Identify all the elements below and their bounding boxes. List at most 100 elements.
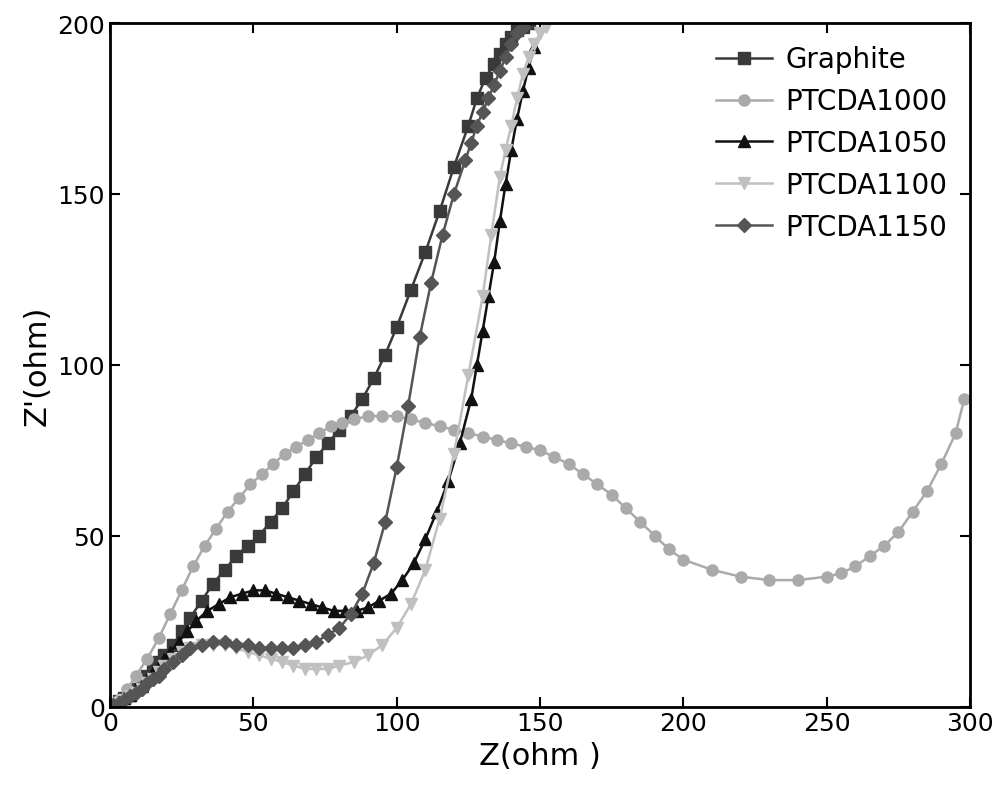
PTCDA1100: [333, 661, 345, 671]
Graphite: [505, 33, 517, 43]
PTCDA1150: [219, 637, 231, 646]
PTCDA1050: [158, 654, 170, 663]
Graphite: [113, 697, 125, 707]
PTCDA1100: [130, 688, 142, 698]
Legend: Graphite, PTCDA1000, PTCDA1050, PTCDA1100, PTCDA1150: Graphite, PTCDA1000, PTCDA1050, PTCDA110…: [708, 38, 956, 250]
Graphite: [517, 22, 529, 32]
PTCDA1100: [153, 668, 165, 678]
Graphite: [130, 685, 142, 695]
Graphite: [523, 19, 535, 29]
PTCDA1100: [511, 94, 523, 104]
Graphite: [107, 700, 119, 710]
PTCDA1100: [207, 641, 219, 650]
PTCDA1100: [391, 623, 403, 633]
PTCDA1150: [368, 559, 380, 569]
Graphite: [158, 650, 170, 660]
PTCDA1050: [488, 259, 500, 268]
PTCDA1100: [176, 647, 188, 657]
PTCDA1150: [425, 279, 437, 288]
PTCDA1100: [136, 685, 148, 695]
PTCDA1050: [419, 535, 431, 544]
PTCDA1000: [958, 395, 970, 405]
PTCDA1050: [282, 593, 294, 602]
Graphite: [494, 50, 506, 59]
PTCDA1050: [136, 681, 148, 691]
PTCDA1150: [265, 644, 277, 654]
Graphite: [219, 565, 231, 575]
PTCDA1050: [259, 586, 271, 596]
PTCDA1050: [247, 586, 259, 596]
PTCDA1100: [322, 664, 334, 674]
Graphite: [141, 671, 153, 681]
PTCDA1150: [107, 700, 119, 710]
PTCDA1050: [141, 675, 153, 684]
PTCDA1150: [488, 80, 500, 90]
PTCDA1150: [448, 190, 460, 199]
PTCDA1150: [167, 658, 179, 667]
PTCDA1050: [130, 685, 142, 695]
PTCDA1050: [236, 589, 248, 599]
Graphite: [511, 26, 523, 35]
PTCDA1100: [265, 654, 277, 663]
PTCDA1150: [505, 39, 517, 50]
Graphite: [434, 207, 446, 217]
X-axis label: Z(ohm ): Z(ohm ): [479, 741, 601, 770]
PTCDA1050: [107, 700, 119, 710]
PTCDA1050: [124, 690, 136, 699]
PTCDA1150: [471, 121, 483, 131]
PTCDA1150: [113, 699, 125, 708]
Graphite: [167, 641, 179, 650]
PTCDA1150: [494, 67, 506, 76]
PTCDA1150: [230, 641, 242, 650]
PTCDA1050: [517, 88, 529, 97]
PTCDA1100: [118, 695, 130, 705]
PTCDA1100: [362, 650, 374, 660]
PTCDA1150: [276, 644, 288, 654]
PTCDA1050: [201, 606, 213, 616]
PTCDA1100: [376, 641, 388, 650]
PTCDA1100: [540, 22, 552, 32]
Graphite: [379, 350, 391, 360]
Graphite: [124, 690, 136, 699]
PTCDA1150: [391, 463, 403, 472]
PTCDA1050: [523, 63, 535, 73]
PTCDA1050: [213, 599, 225, 609]
PTCDA1050: [408, 559, 420, 569]
PTCDA1000: [336, 418, 348, 428]
PTCDA1100: [219, 641, 231, 650]
PTCDA1150: [322, 630, 334, 640]
PTCDA1150: [147, 675, 159, 684]
PTCDA1050: [396, 576, 408, 585]
PTCDA1100: [310, 664, 322, 674]
PTCDA1150: [511, 30, 523, 39]
Graphite: [448, 162, 460, 173]
PTCDA1100: [242, 647, 254, 657]
PTCDA1050: [528, 43, 540, 53]
PTCDA1150: [345, 609, 357, 619]
PTCDA1050: [465, 395, 477, 405]
PTCDA1150: [414, 333, 426, 343]
PTCDA1050: [477, 326, 489, 336]
PTCDA1100: [253, 650, 265, 660]
PTCDA1050: [385, 589, 397, 599]
PTCDA1150: [141, 678, 153, 687]
PTCDA1050: [164, 647, 176, 657]
Line: PTCDA1100: PTCDA1100: [107, 22, 551, 711]
Graphite: [405, 286, 417, 296]
PTCDA1150: [253, 644, 265, 654]
PTCDA1100: [500, 145, 512, 155]
PTCDA1050: [351, 606, 363, 616]
PTCDA1100: [107, 700, 119, 710]
PTCDA1100: [196, 641, 208, 650]
Graphite: [230, 552, 242, 561]
PTCDA1150: [158, 664, 170, 674]
Graphite: [184, 613, 196, 623]
PTCDA1050: [153, 661, 165, 671]
Graphite: [287, 487, 299, 496]
PTCDA1100: [287, 661, 299, 671]
Graphite: [196, 596, 208, 605]
PTCDA1050: [373, 596, 385, 605]
PTCDA1000: [548, 453, 560, 463]
Graphite: [488, 60, 500, 70]
PTCDA1000: [491, 435, 503, 445]
